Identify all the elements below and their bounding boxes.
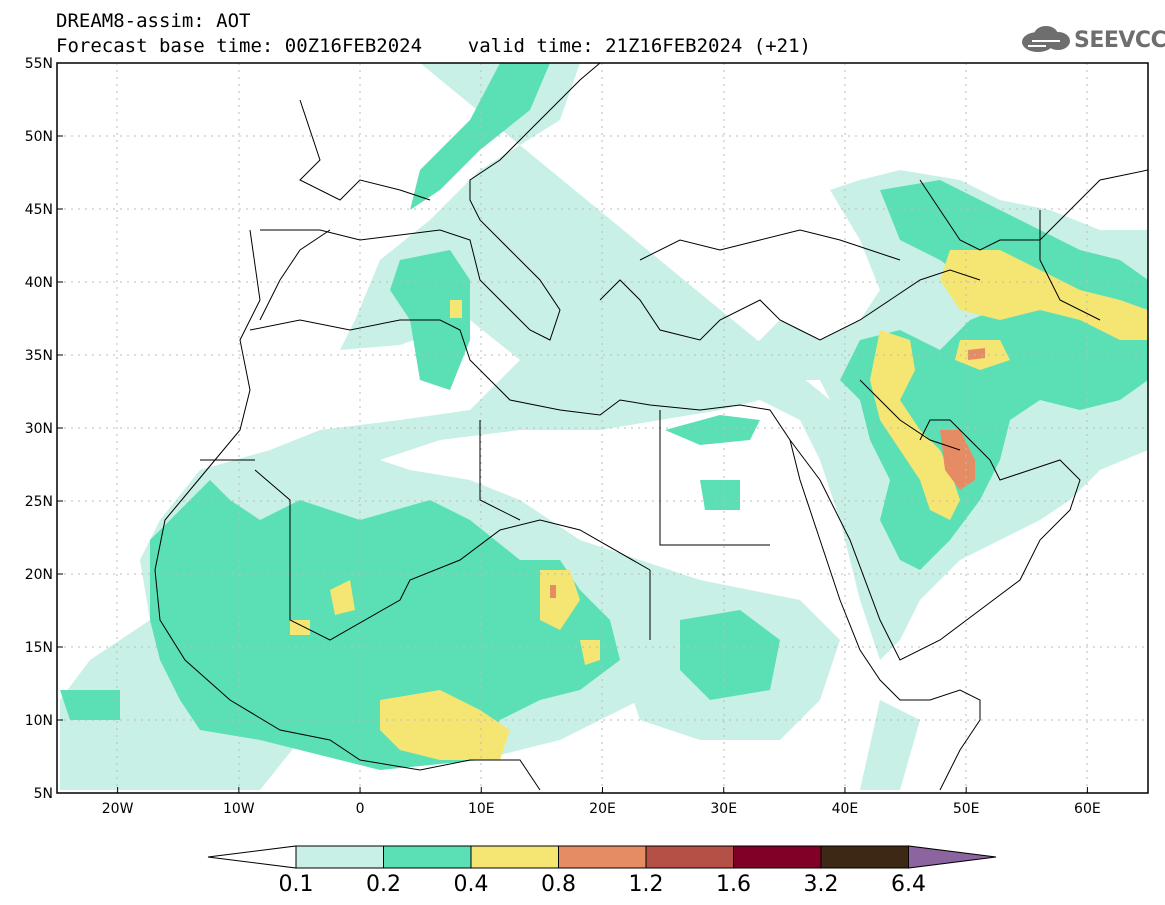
lon-labels: 20W 10W 0 10E 20E 30E 40E 50E 60E [102, 787, 1101, 817]
colorbar-segment [645, 845, 734, 869]
aot-band-0.8 [550, 348, 985, 598]
lat-label: 25N [25, 494, 53, 510]
colorbar-label: 0.8 [541, 872, 576, 897]
coastlines [154, 63, 1148, 791]
lat-label: 35N [25, 348, 53, 364]
lon-label: 30E [710, 801, 737, 817]
map-subtitle: Forecast base time: 00Z16FEB2024 valid t… [56, 35, 811, 57]
colorbar-segment [470, 845, 559, 869]
colorbar-label: 0.1 [278, 872, 314, 897]
logo-text: SEEVCCC [1074, 28, 1165, 53]
map-title: DREAM8-assim: AOT [56, 10, 251, 32]
colorbar-label: 0.2 [366, 872, 401, 897]
colorbar-label: 3.2 [803, 872, 839, 897]
lon-label: 10E [468, 801, 495, 817]
lon-label: 20E [589, 801, 616, 817]
colorbar-segment [558, 845, 647, 869]
lat-label: 55N [25, 56, 53, 72]
graticule [57, 63, 1148, 793]
cloud-icon [1022, 26, 1070, 52]
lat-label: 50N [25, 129, 53, 145]
colorbar-label: 6.4 [891, 872, 926, 897]
lon-label: 60E [1074, 801, 1101, 817]
colorbar-label: 1.6 [716, 872, 751, 897]
colorbar-segment [383, 845, 472, 869]
colorbar-segment [295, 845, 384, 869]
lat-labels: 55N 50N 45N 40N 35N 30N 25N 20N 15N 10N 5N [25, 56, 63, 802]
lon-label: 20W [102, 801, 134, 817]
colorbar [207, 845, 997, 869]
lat-label: 30N [25, 421, 53, 437]
lat-label: 45N [25, 202, 53, 218]
lat-label: 40N [25, 275, 53, 291]
aot-band-0.4 [290, 250, 1148, 760]
lon-label: 40E [832, 801, 859, 817]
lat-label: 20N [25, 567, 53, 583]
lon-label: 10W [223, 801, 255, 817]
colorbar-under-arrow [207, 845, 297, 869]
lat-label: 15N [25, 640, 53, 656]
lat-label: 5N [34, 786, 53, 802]
colorbar-label: 1.2 [628, 872, 664, 897]
colorbar-over-arrow [908, 845, 997, 869]
lat-label: 10N [25, 713, 53, 729]
lon-label: 50E [953, 801, 980, 817]
aot-contours [60, 63, 1148, 790]
colorbar-label: 0.4 [453, 872, 489, 897]
colorbar-segment [733, 845, 822, 869]
lon-label: 0 [356, 801, 365, 817]
colorbar-segment [820, 845, 909, 869]
